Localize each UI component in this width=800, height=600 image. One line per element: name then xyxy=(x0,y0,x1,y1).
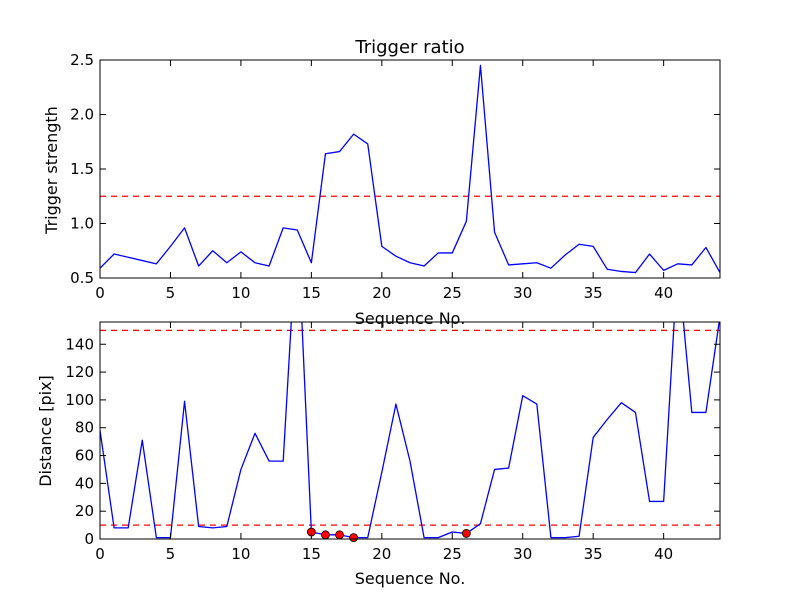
y-tick-label: 0 xyxy=(84,530,94,548)
x-tick-label: 20 xyxy=(372,284,391,302)
distance-panel: Distance [pix] Sequence No. 0 5 10 15 20 25 30… xyxy=(36,321,721,588)
x-tick-label: 20 xyxy=(372,545,391,563)
y-tick-label: 2.0 xyxy=(70,106,94,124)
x-tick-label: 25 xyxy=(443,545,462,563)
y-tick-label: 140 xyxy=(65,335,94,353)
data-point-marker xyxy=(461,529,471,538)
y-tick-label: 100 xyxy=(65,391,94,409)
x-tick-label: 40 xyxy=(654,545,673,563)
y-axis-label: Distance [pix] xyxy=(36,375,55,487)
y-tick-label: 1.0 xyxy=(70,215,94,233)
x-tick-label: 0 xyxy=(95,284,105,302)
y-tick-label: 80 xyxy=(75,419,94,437)
y-axis-label: Trigger strength xyxy=(42,106,61,235)
y-tick-label: 1.5 xyxy=(70,160,94,178)
y-tick-label: 2.5 xyxy=(70,51,94,69)
x-tick-label: 30 xyxy=(513,284,532,302)
x-tick-label: 40 xyxy=(654,284,673,302)
x-tick-label: 0 xyxy=(95,545,105,563)
data-series-line xyxy=(100,64,720,274)
x-tick-label: 30 xyxy=(513,545,532,563)
data-point-marker xyxy=(349,533,359,543)
chart-title: Trigger ratio xyxy=(354,37,464,58)
y-tick-label: 120 xyxy=(65,363,94,381)
y-tick-label: 60 xyxy=(75,447,94,465)
x-tick-label: 5 xyxy=(166,284,176,302)
trigger-ratio-panel: Trigger ratio Trigger strength Sequence … xyxy=(42,37,721,328)
x-tick-label: 10 xyxy=(231,284,250,302)
x-axis-label: Sequence No. xyxy=(355,569,466,588)
x-tick-label: 5 xyxy=(166,545,176,563)
x-tick-label: 10 xyxy=(231,545,250,563)
x-tick-label: 25 xyxy=(443,284,462,302)
plot-frame xyxy=(99,321,721,540)
y-tick-label: 40 xyxy=(75,474,94,492)
x-axis-label: Sequence No. xyxy=(355,309,466,328)
x-tick-label: 35 xyxy=(584,284,603,302)
data-point-marker xyxy=(321,530,330,540)
y-tick-label: 20 xyxy=(75,502,94,520)
y-tick-label: 0.5 xyxy=(70,269,94,287)
x-tick-label: 15 xyxy=(302,284,321,302)
data-point-marker xyxy=(335,530,344,540)
data-series-line xyxy=(100,322,720,539)
x-tick-label: 35 xyxy=(584,545,603,563)
x-tick-label: 15 xyxy=(302,545,321,563)
